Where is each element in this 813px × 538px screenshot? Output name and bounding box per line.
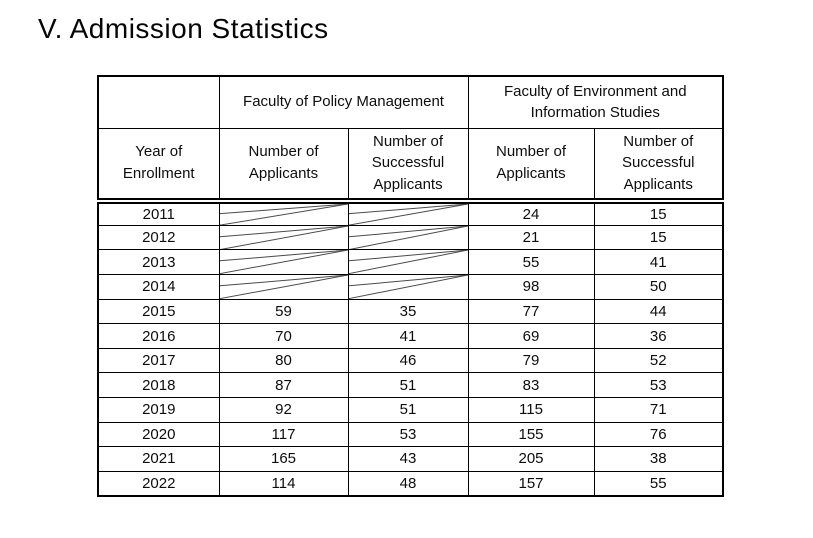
pm-applicants-cell: 114 [218,470,349,497]
table-row-2019: 2019 92 51 115 71 [97,397,724,423]
year-cell: 2019 [97,397,220,423]
fe-applicants-cell: 155 [467,421,595,448]
pm-successful-cell: 41 [347,323,469,349]
fe-applicants-cell: 24 [467,200,595,226]
year-cell: 2021 [97,446,220,472]
pm-successful-cell: 51 [347,372,469,398]
year-cell: 2013 [97,249,220,276]
table-body: 2011 24 15 2012 21 15 2013 55 41 [97,200,724,497]
year-cell: 2011 [97,200,220,226]
diagonal-slash-icon [220,250,348,274]
diagonal-slash-icon [220,226,348,250]
pm-applicants-cell: 117 [218,421,349,448]
diagonal-slash-icon [220,275,348,299]
year-cell: 2012 [97,224,220,251]
pm-applicants-cell: 165 [218,446,349,472]
fe-successful-cell: 15 [593,200,724,226]
pm-successful-applicants-header: Number of Successful Applicants [347,127,469,204]
fe-successful-cell: 44 [593,298,724,325]
pm-successful-cell: 51 [347,397,469,423]
table-row-2012: 2012 21 15 [97,224,724,251]
pm-applicants-header: Number of Applicants [218,127,349,204]
fe-successful-cell: 36 [593,323,724,349]
no-data-cell [347,224,469,251]
no-data-cell [218,249,349,276]
table-row-2013: 2013 55 41 [97,249,724,276]
pm-successful-cell: 46 [347,347,469,374]
year-cell: 2016 [97,323,220,349]
table-row-2016: 2016 70 41 69 36 [97,323,724,349]
empty-corner-cell [97,75,220,129]
no-data-cell [347,200,469,226]
diagonal-slash-icon [349,204,468,225]
no-data-cell [218,200,349,226]
table-row-2021: 2021 165 43 205 38 [97,446,724,472]
diagonal-slash-icon [220,204,348,225]
fe-applicants-cell: 115 [467,397,595,423]
fe-successful-cell: 50 [593,274,724,300]
fe-successful-cell: 55 [593,470,724,497]
pm-applicants-cell: 87 [218,372,349,398]
no-data-cell [347,274,469,300]
diagonal-slash-icon [349,275,468,299]
fe-applicants-cell: 55 [467,249,595,276]
table-row-2015: 2015 59 35 77 44 [97,298,724,325]
fe-applicants-cell: 157 [467,470,595,497]
fe-applicants-cell: 69 [467,323,595,349]
table-row-2011: 2011 24 15 [97,200,724,226]
fe-successful-cell: 41 [593,249,724,276]
fe-applicants-cell: 77 [467,298,595,325]
no-data-cell [347,249,469,276]
fe-applicants-cell: 21 [467,224,595,251]
pm-successful-cell: 43 [347,446,469,472]
pm-successful-cell: 35 [347,298,469,325]
fe-applicants-cell: 98 [467,274,595,300]
year-cell: 2017 [97,347,220,374]
group-header-environment-information-studies: Faculty of Environment and Information S… [467,75,724,129]
pm-successful-cell: 48 [347,470,469,497]
faculty-group-header-row: Faculty of Policy Management Faculty of … [97,75,724,129]
fe-successful-applicants-header: Number of Successful Applicants [593,127,724,204]
year-cell: 2020 [97,421,220,448]
pm-applicants-cell: 59 [218,298,349,325]
fe-applicants-cell: 83 [467,372,595,398]
fe-applicants-cell: 79 [467,347,595,374]
fe-successful-cell: 53 [593,372,724,398]
fe-applicants-header: Number of Applicants [467,127,595,204]
table-row-2017: 2017 80 46 79 52 [97,347,724,374]
year-cell: 2018 [97,372,220,398]
table-row-2018: 2018 87 51 83 53 [97,372,724,398]
group-header-policy-management: Faculty of Policy Management [218,75,469,129]
year-cell: 2022 [97,470,220,497]
pm-applicants-cell: 70 [218,323,349,349]
fe-successful-cell: 52 [593,347,724,374]
no-data-cell [218,274,349,300]
diagonal-slash-icon [349,250,468,274]
table-row-2022: 2022 114 48 157 55 [97,470,724,497]
table-row-2020: 2020 117 53 155 76 [97,421,724,448]
fe-successful-cell: 76 [593,421,724,448]
no-data-cell [218,224,349,251]
year-cell: 2015 [97,298,220,325]
pm-applicants-cell: 80 [218,347,349,374]
diagonal-slash-icon [349,226,468,250]
table-row-2014: 2014 98 50 [97,274,724,300]
column-header-row: Year of Enrollment Number of Applicants … [97,127,724,204]
fe-applicants-cell: 205 [467,446,595,472]
pm-applicants-cell: 92 [218,397,349,423]
admission-statistics-table: Faculty of Policy Management Faculty of … [97,75,724,497]
pm-successful-cell: 53 [347,421,469,448]
year-of-enrollment-header: Year of Enrollment [97,127,220,204]
year-cell: 2014 [97,274,220,300]
fe-successful-cell: 15 [593,224,724,251]
fe-successful-cell: 38 [593,446,724,472]
page-title: V. Admission Statistics [38,13,329,44]
fe-successful-cell: 71 [593,397,724,423]
